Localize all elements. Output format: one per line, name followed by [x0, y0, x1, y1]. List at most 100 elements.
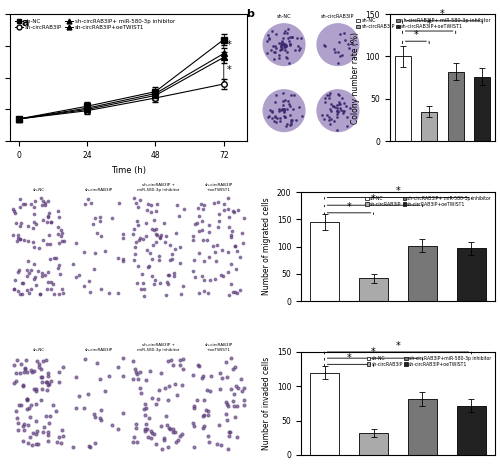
Text: *: * — [396, 187, 400, 197]
Point — [280, 106, 288, 114]
Point — [52, 408, 60, 415]
Point — [333, 110, 341, 117]
Point — [280, 41, 288, 49]
Point — [155, 386, 163, 393]
Point — [203, 386, 211, 393]
Point — [32, 220, 40, 227]
Point — [324, 117, 332, 124]
Point — [44, 279, 52, 286]
Point — [150, 430, 158, 438]
Point — [130, 195, 138, 202]
Point — [230, 402, 238, 410]
Point — [34, 440, 42, 447]
Point — [20, 421, 28, 428]
Point — [226, 232, 234, 239]
Point — [106, 372, 114, 379]
Text: a: a — [22, 18, 30, 28]
Point — [155, 256, 163, 264]
Point — [56, 433, 64, 440]
Point — [9, 205, 17, 212]
Point — [18, 290, 26, 298]
Point — [44, 197, 52, 204]
Point — [230, 208, 237, 216]
Point — [280, 40, 288, 48]
Point — [98, 285, 106, 293]
Point — [227, 280, 235, 288]
Point — [172, 439, 180, 446]
Point — [106, 289, 114, 296]
Point — [20, 426, 28, 433]
Point — [54, 230, 62, 238]
Point — [336, 30, 344, 38]
Point — [277, 106, 285, 114]
Point — [32, 387, 40, 395]
Point — [262, 49, 270, 56]
Point — [140, 406, 148, 413]
Point — [278, 40, 286, 47]
Point — [282, 122, 290, 129]
Point — [70, 443, 78, 451]
Point — [269, 42, 277, 50]
Point — [200, 411, 207, 418]
Point — [283, 106, 291, 113]
Point — [16, 291, 24, 298]
Point — [342, 102, 349, 110]
Point — [142, 377, 150, 384]
Point — [189, 267, 197, 275]
Point — [268, 107, 276, 114]
Point — [38, 216, 46, 224]
Point — [336, 100, 344, 107]
Point — [202, 236, 210, 244]
Point — [10, 207, 18, 215]
Title: sh-circRAB3IP: sh-circRAB3IP — [321, 14, 354, 19]
Bar — [457, 406, 486, 455]
Point — [16, 401, 24, 409]
Point — [136, 197, 144, 204]
Point — [225, 224, 233, 231]
Point — [236, 286, 244, 294]
Point — [224, 402, 232, 409]
Point — [226, 385, 234, 393]
Point — [80, 282, 88, 289]
Point — [214, 440, 222, 447]
Point — [278, 45, 285, 53]
Point — [204, 432, 212, 439]
Point — [278, 97, 286, 105]
Point — [14, 427, 22, 434]
Point — [55, 368, 63, 376]
Point — [281, 113, 289, 121]
Point — [133, 280, 141, 287]
Point — [26, 433, 34, 440]
Bar — [310, 372, 339, 455]
Point — [162, 232, 170, 239]
Point — [59, 432, 67, 439]
Point — [228, 207, 236, 215]
Point — [30, 238, 38, 245]
Point — [320, 115, 328, 122]
Point — [200, 257, 207, 265]
Point — [36, 194, 44, 202]
Point — [198, 205, 206, 212]
Point — [153, 232, 161, 239]
Point — [280, 43, 287, 51]
Point — [142, 219, 150, 227]
Point — [146, 415, 154, 422]
Point — [196, 249, 203, 257]
Point — [58, 233, 66, 240]
Point — [161, 238, 169, 246]
Point — [178, 381, 186, 389]
Point — [32, 281, 40, 289]
Bar — [474, 77, 490, 141]
Point — [38, 365, 46, 373]
Point — [10, 286, 18, 293]
Point — [11, 209, 19, 217]
Point — [334, 100, 342, 108]
Point — [48, 378, 56, 385]
Point — [86, 288, 94, 295]
Point — [48, 286, 56, 293]
Point — [230, 363, 238, 371]
Point — [327, 108, 335, 115]
Point — [290, 46, 298, 54]
Point — [53, 439, 61, 446]
Point — [276, 39, 284, 46]
